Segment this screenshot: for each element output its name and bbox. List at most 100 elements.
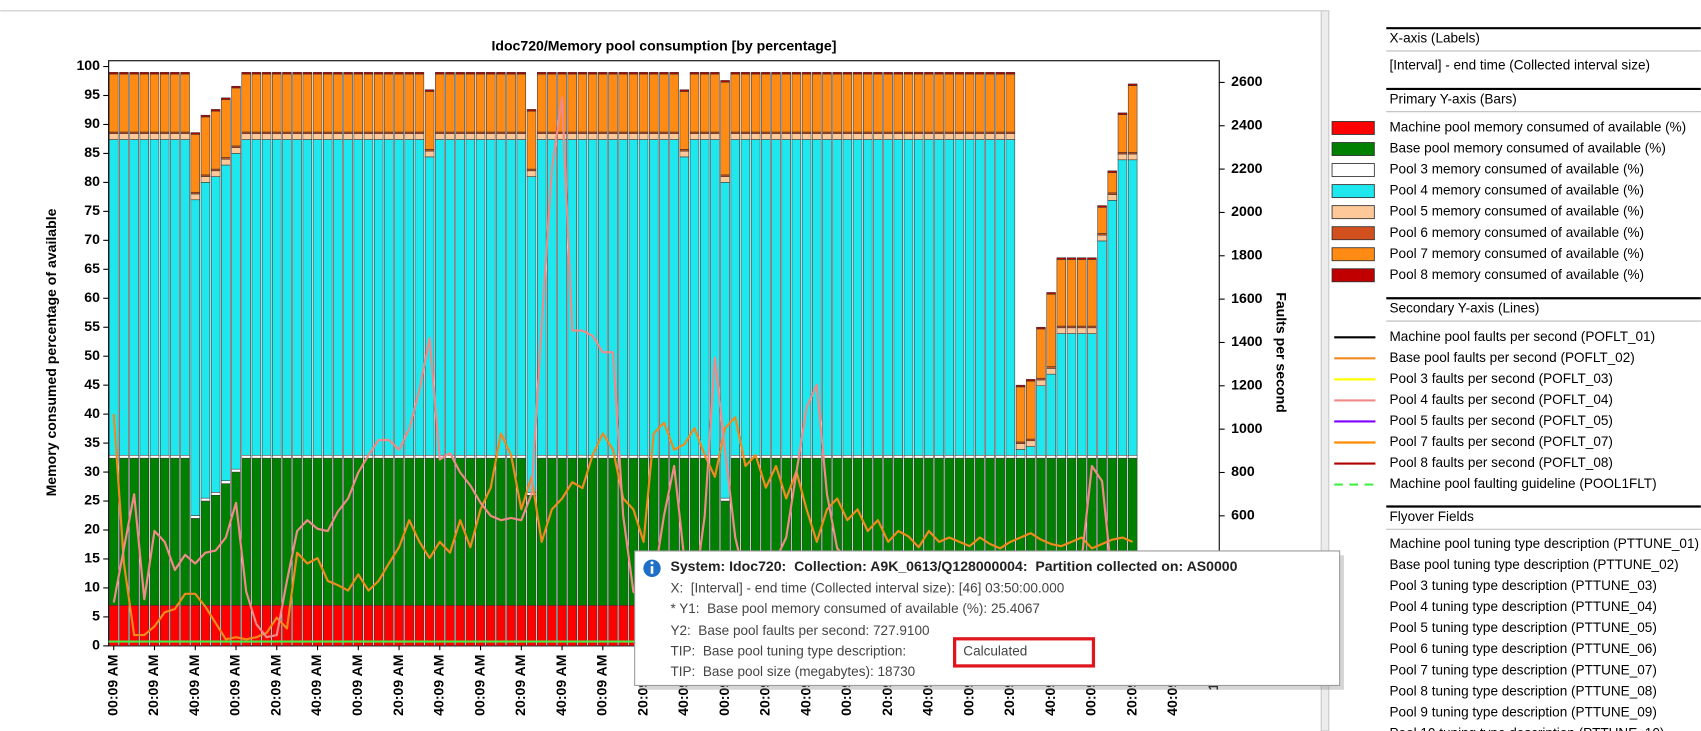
bar-segment xyxy=(343,72,353,75)
bar-segment xyxy=(954,454,965,459)
bar-segment xyxy=(292,139,302,456)
bar-segment xyxy=(292,73,302,133)
bar-segment xyxy=(536,133,547,140)
bar-segment xyxy=(567,605,577,647)
bar-segment xyxy=(241,72,251,75)
bar-segment xyxy=(1076,259,1087,327)
bar-segment xyxy=(424,156,435,456)
bar-segment xyxy=(445,73,455,133)
bar-segment xyxy=(414,72,425,75)
y-tick-label: 25 xyxy=(84,492,100,508)
bar-segment xyxy=(587,457,598,606)
bar-segment xyxy=(373,73,384,133)
y-tick-label: 90 xyxy=(84,115,100,131)
bar-segment xyxy=(934,139,944,456)
bar-segment xyxy=(109,605,119,647)
bar-segment xyxy=(312,133,323,140)
bar-segment xyxy=(1107,172,1117,194)
bar-segment xyxy=(1087,257,1097,260)
bar-segment xyxy=(272,133,282,140)
bar-segment xyxy=(210,110,221,170)
bar-segment xyxy=(1026,380,1036,440)
bar-segment xyxy=(852,133,863,140)
bar-segment xyxy=(292,454,302,459)
bar-segment xyxy=(730,454,740,459)
bar-segment xyxy=(261,133,272,140)
bar-segment xyxy=(180,133,190,140)
section-heading: Flyover Fields xyxy=(1390,509,1475,524)
bar-segment xyxy=(832,139,842,456)
bar-segment xyxy=(435,133,445,140)
x-tick-label: 00:09 AM xyxy=(227,655,243,716)
bar-segment xyxy=(516,605,527,647)
bar-segment xyxy=(659,72,669,75)
bar-segment xyxy=(618,72,628,75)
bar-segment xyxy=(1056,257,1067,260)
bar-segment xyxy=(170,457,180,606)
bar-segment xyxy=(975,73,985,133)
bar-segment xyxy=(159,139,170,456)
y2-tick-label: 1400 xyxy=(1231,333,1262,349)
bar-segment xyxy=(465,73,476,133)
bar-segment xyxy=(689,139,700,456)
bar-segment xyxy=(424,91,435,150)
legend-label: Pool 3 faults per second (POFLT_03) xyxy=(1390,371,1613,386)
bar-segment xyxy=(139,72,150,75)
bar-segment xyxy=(618,139,628,456)
bar-segment xyxy=(384,139,394,456)
y2-tick-label: 600 xyxy=(1231,507,1255,523)
bar-segment xyxy=(822,73,832,133)
bar-segment xyxy=(924,73,934,133)
bar-segment xyxy=(893,454,904,459)
bar-segment xyxy=(557,454,567,459)
bar-segment xyxy=(251,457,262,606)
bar-segment xyxy=(842,139,853,456)
bar-segment xyxy=(170,133,180,140)
bar-segment xyxy=(1005,454,1016,459)
x-tick-label: 00:09 AM xyxy=(104,655,120,716)
bar-segment xyxy=(985,139,995,456)
bar-segment xyxy=(373,454,384,459)
bar-segment xyxy=(577,139,588,456)
bar-segment xyxy=(139,605,150,647)
bar-segment xyxy=(771,133,781,140)
legend-label: Pool 8 memory consumed of available (%) xyxy=(1390,267,1645,282)
bar-segment xyxy=(1005,139,1016,456)
bar-segment xyxy=(455,73,465,133)
splitter[interactable] xyxy=(1320,10,1330,731)
bar-segment xyxy=(455,454,465,459)
y-tick-label: 40 xyxy=(84,405,100,421)
bar-segment xyxy=(1107,200,1117,456)
bar-segment xyxy=(710,73,720,133)
bar-segment xyxy=(842,454,853,459)
bar-segment xyxy=(231,605,241,647)
bar-segment xyxy=(221,483,231,606)
bar-segment xyxy=(1046,293,1056,367)
tooltip-box xyxy=(634,550,1341,686)
section-heading: Primary Y-axis (Bars) xyxy=(1390,91,1517,106)
bar-segment xyxy=(771,139,781,456)
bar-segment xyxy=(343,73,353,133)
bar-segment xyxy=(924,133,934,140)
bar-segment xyxy=(333,73,343,133)
bar-segment xyxy=(873,454,883,459)
legend-label: Pool 5 memory consumed of available (%) xyxy=(1390,204,1645,219)
bar-segment xyxy=(1097,240,1107,456)
legend-swatch xyxy=(1331,268,1375,283)
bar-segment xyxy=(1015,454,1026,459)
bar-segment xyxy=(750,72,761,75)
bar-segment xyxy=(964,73,975,133)
bar-segment xyxy=(394,454,404,459)
x-tick-label: 00:09 AM xyxy=(594,655,610,716)
bar-segment xyxy=(496,133,506,140)
tooltip-line: TIP: Base pool tuning type description: xyxy=(670,643,906,658)
bar-segment xyxy=(557,72,567,75)
bar-segment xyxy=(1036,454,1046,459)
bar-segment xyxy=(638,454,649,459)
bar-segment xyxy=(852,454,863,459)
bar-segment xyxy=(567,457,577,606)
bar-segment xyxy=(699,72,710,75)
bar-segment xyxy=(567,454,577,459)
bar-segment xyxy=(791,133,802,140)
bar-segment xyxy=(812,72,822,75)
